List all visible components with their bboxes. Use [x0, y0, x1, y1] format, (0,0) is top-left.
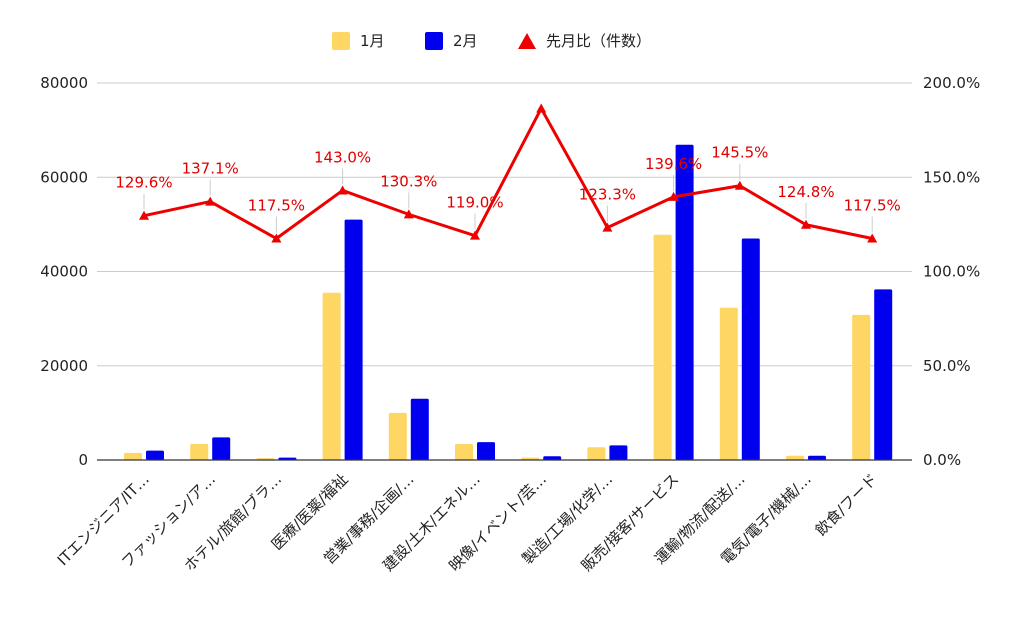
ratio-data-label: 139.6%	[645, 155, 702, 173]
ratio-point	[139, 210, 149, 220]
ratio-point	[867, 233, 878, 243]
bar-jan	[653, 234, 672, 460]
left-tick-label: 40000	[40, 263, 88, 281]
bar-feb	[146, 450, 164, 460]
bar-jan	[124, 452, 142, 460]
ratio-data-label: 119.0%	[446, 194, 503, 212]
bar-jan	[455, 443, 473, 460]
bar-feb	[675, 144, 694, 460]
ratio-point	[271, 233, 282, 243]
left-tick-label: 60000	[40, 168, 88, 186]
ratio-data-label: 123.3%	[579, 186, 636, 204]
ratio-point	[403, 209, 414, 219]
bar-jan	[852, 314, 871, 460]
ratio-point	[602, 222, 613, 232]
right-tick-label: 100.0%	[923, 263, 980, 281]
right-tick-label: 50.0%	[923, 357, 971, 375]
right-tick-label: 200.0%	[923, 74, 980, 92]
ratio-line-path	[143, 106, 873, 241]
legend-label: 1月	[360, 32, 385, 50]
bar-feb	[874, 289, 893, 460]
ratio-point	[536, 103, 547, 113]
left-tick-label: 20000	[40, 357, 88, 375]
ratio-point	[668, 191, 679, 201]
ratio-data-label: 129.6%	[115, 174, 172, 192]
category-label: 飲食/フード	[812, 470, 881, 539]
legend-triangle-icon	[518, 33, 536, 49]
bar-feb	[741, 238, 760, 460]
bar-jan	[388, 412, 407, 460]
legend-label: 2月	[453, 32, 478, 50]
ratio-data-label: 137.1%	[182, 160, 239, 178]
bar-jan	[719, 307, 738, 460]
bar-jan	[786, 455, 804, 460]
category-labels: ITエンジニア/IT…ファッション/ア…ホテル/旅館/ブラ…医療/医薬/福祉営業…	[54, 470, 881, 575]
right-y-axis: 0.0% 50.0% 100.0% 150.0% 200.0%	[923, 74, 980, 469]
bar-feb	[609, 445, 628, 460]
ratio-point	[801, 219, 811, 229]
ratio-data-label: 117.5%	[248, 197, 305, 215]
legend-swatch-jan	[332, 32, 350, 50]
right-tick-label: 150.0%	[923, 168, 980, 186]
bar-feb	[212, 437, 231, 460]
right-tick-label: 0.0%	[923, 451, 961, 469]
bar-jan	[322, 292, 341, 460]
legend-swatch-feb	[425, 32, 443, 50]
bar-jan	[190, 443, 209, 460]
bars	[124, 144, 893, 460]
ratio-point	[470, 230, 480, 240]
bar-jan	[587, 447, 606, 460]
gridlines	[97, 82, 912, 367]
ratio-point	[205, 196, 216, 206]
ratio-point	[734, 180, 745, 190]
bar-feb	[477, 442, 495, 460]
ratio-data-label: 124.8%	[777, 183, 834, 201]
left-tick-label: 80000	[40, 74, 88, 92]
ratio-data-label: 117.5%	[844, 197, 901, 215]
left-y-axis: 0 20000 40000 60000 80000	[40, 74, 88, 469]
bar-feb	[410, 398, 429, 460]
legend-label: 先月比（件数）	[546, 32, 651, 50]
bar-feb	[808, 455, 826, 460]
left-tick-label: 0	[78, 451, 88, 469]
ratio-line: 129.6% 137.1% 117.5% 143.0% 130.3% 119.0% 123.…	[115, 103, 901, 243]
bar-feb	[344, 219, 363, 460]
legend: 1月 2月 先月比（件数）	[332, 32, 651, 50]
bar-feb	[543, 456, 562, 460]
ratio-point	[337, 185, 348, 195]
ratio-data-label: 145.5%	[711, 144, 768, 162]
ratio-data-label: 143.0%	[314, 148, 371, 166]
ratio-data-label: 130.3%	[380, 172, 437, 190]
